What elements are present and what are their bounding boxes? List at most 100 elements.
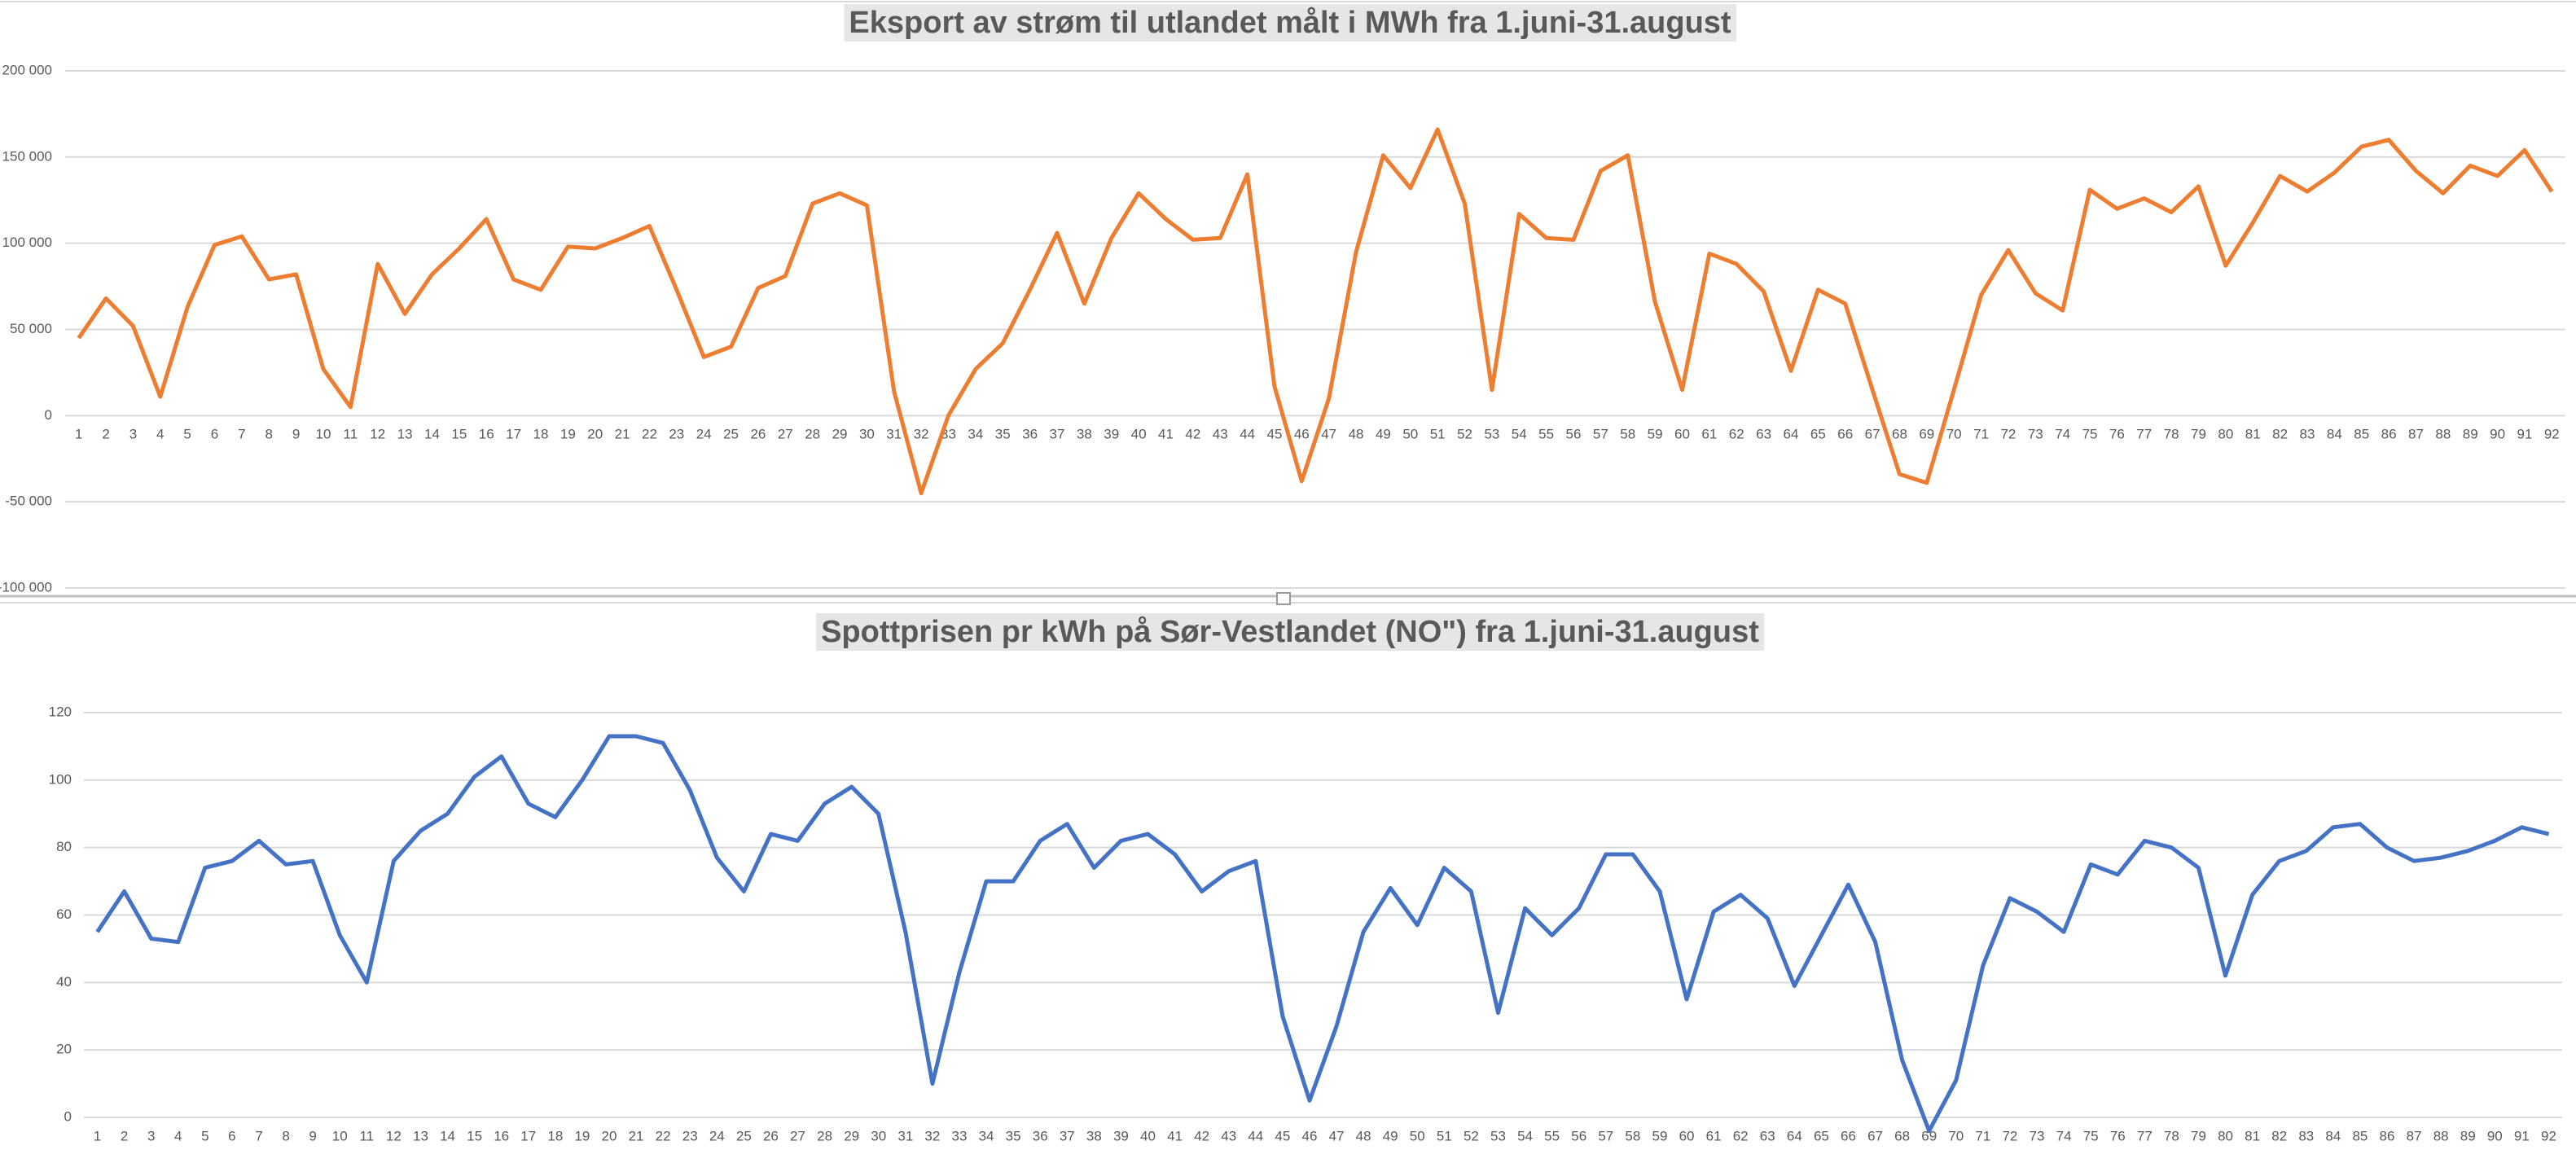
x-tick-label: 87 (2407, 1128, 2422, 1143)
x-tick-label: 10 (332, 1128, 348, 1143)
x-tick-label: 66 (1837, 426, 1853, 441)
x-tick-label: 76 (2109, 426, 2125, 441)
x-tick-label: 20 (602, 1128, 617, 1143)
x-tick-label: 75 (2083, 1128, 2099, 1143)
x-tick-label: 49 (1376, 426, 1391, 441)
x-tick-label: 84 (2325, 1128, 2341, 1143)
x-tick-label: 67 (1865, 426, 1880, 441)
x-tick-label: 79 (2191, 1128, 2206, 1143)
x-tick-label: 13 (397, 426, 413, 441)
x-tick-label: 58 (1625, 1128, 1640, 1143)
x-tick-label: 6 (211, 426, 218, 441)
x-tick-label: 57 (1593, 426, 1608, 441)
x-tick-label: 4 (174, 1128, 182, 1143)
x-tick-label: 11 (344, 426, 358, 441)
x-tick-label: 76 (2110, 1128, 2126, 1143)
x-tick-label: 4 (156, 426, 164, 441)
x-tick-label: 2 (102, 426, 109, 441)
y-tick-label: -50 000 (5, 494, 52, 509)
x-tick-label: 51 (1430, 426, 1446, 441)
x-tick-label: 52 (1464, 1128, 1479, 1143)
x-tick-label: 45 (1275, 1128, 1290, 1143)
x-tick-label: 19 (574, 1128, 590, 1143)
x-tick-label: 83 (2298, 1128, 2314, 1143)
x-tick-label: 24 (696, 426, 712, 441)
x-tick-label: 88 (2433, 1128, 2449, 1143)
x-tick-label: 77 (2137, 1128, 2153, 1143)
x-tick-label: 92 (2544, 426, 2560, 441)
x-tick-label: 33 (952, 1128, 968, 1143)
resize-handle[interactable] (1276, 592, 1291, 605)
x-tick-label: 15 (451, 426, 467, 441)
x-tick-label: 81 (2245, 1128, 2260, 1143)
x-tick-label: 71 (1975, 1128, 1990, 1143)
x-tick-label: 70 (1946, 426, 1962, 441)
x-tick-label: 89 (2463, 426, 2478, 441)
x-tick-label: 5 (201, 1128, 208, 1143)
x-tick-label: 92 (2541, 1128, 2556, 1143)
x-tick-label: 78 (2164, 1128, 2179, 1143)
x-tick-label: 50 (1410, 1128, 1425, 1143)
x-tick-label: 3 (147, 1128, 155, 1143)
x-tick-label: 56 (1571, 1128, 1586, 1143)
x-tick-label: 65 (1810, 426, 1826, 441)
x-tick-label: 81 (2245, 426, 2261, 441)
x-tick-label: 1 (94, 1128, 101, 1143)
y-tick-label: 40 (56, 974, 72, 990)
x-tick-label: 23 (669, 426, 684, 441)
x-tick-label: 42 (1194, 1128, 1209, 1143)
x-tick-label: 89 (2460, 1128, 2476, 1143)
y-tick-label: 120 (49, 704, 72, 719)
x-tick-label: 8 (265, 426, 273, 441)
x-tick-label: 79 (2191, 426, 2206, 441)
x-tick-label: 58 (1620, 426, 1635, 441)
y-tick-label: 100 (49, 771, 72, 787)
x-tick-label: 28 (817, 1128, 832, 1143)
x-tick-label: 72 (2002, 1128, 2017, 1143)
x-tick-label: 14 (424, 426, 440, 441)
x-tick-label: 9 (309, 1128, 316, 1143)
x-tick-label: 73 (2030, 1128, 2045, 1143)
x-tick-label: 82 (2272, 426, 2288, 441)
x-tick-label: 91 (2517, 426, 2532, 441)
x-tick-label: 29 (844, 1128, 859, 1143)
x-tick-label: 27 (778, 426, 793, 441)
chart-title: Spottprisen pr kWh på Sør-Vestlandet (NO… (821, 615, 1759, 649)
y-tick-label: 60 (56, 906, 72, 922)
x-tick-label: 87 (2408, 426, 2424, 441)
x-tick-label: 66 (1841, 1128, 1856, 1143)
x-tick-label: 86 (2381, 426, 2397, 441)
y-tick-label: 80 (56, 839, 72, 854)
y-tick-label: 20 (56, 1042, 72, 1057)
x-tick-label: 68 (1894, 1128, 1910, 1143)
x-tick-label: 24 (709, 1128, 725, 1143)
x-tick-label: 75 (2082, 426, 2098, 441)
y-tick-label: 0 (64, 1108, 72, 1124)
x-tick-label: 65 (1814, 1128, 1829, 1143)
x-tick-label: 22 (642, 426, 657, 441)
x-tick-label: 44 (1248, 1128, 1263, 1143)
x-tick-label: 21 (615, 426, 630, 441)
data-line (95, 734, 2550, 1134)
x-tick-label: 67 (1867, 1128, 1883, 1143)
title-background (844, 4, 1736, 42)
x-tick-label: 47 (1321, 426, 1336, 441)
x-tick-label: 80 (2218, 426, 2233, 441)
x-tick-label: 37 (1060, 1128, 1075, 1143)
x-tick-label: 49 (1383, 1128, 1398, 1143)
x-tick-label: 74 (2055, 426, 2070, 441)
x-tick-label: 55 (1544, 1128, 1560, 1143)
x-tick-label: 54 (1512, 426, 1527, 441)
x-tick-label: 41 (1158, 426, 1174, 441)
x-tick-label: 26 (750, 426, 766, 441)
x-tick-label: 72 (2000, 426, 2016, 441)
x-tick-label: 52 (1457, 426, 1472, 441)
x-tick-label: 14 (440, 1128, 455, 1143)
x-tick-label: 46 (1302, 1128, 1318, 1143)
x-tick-label: 61 (1706, 1128, 1722, 1143)
x-tick-label: 51 (1437, 1128, 1452, 1143)
x-tick-label: 9 (292, 426, 300, 441)
x-tick-label: 39 (1104, 426, 1119, 441)
x-tick-label: 43 (1213, 426, 1228, 441)
x-tick-label: 15 (467, 1128, 482, 1143)
